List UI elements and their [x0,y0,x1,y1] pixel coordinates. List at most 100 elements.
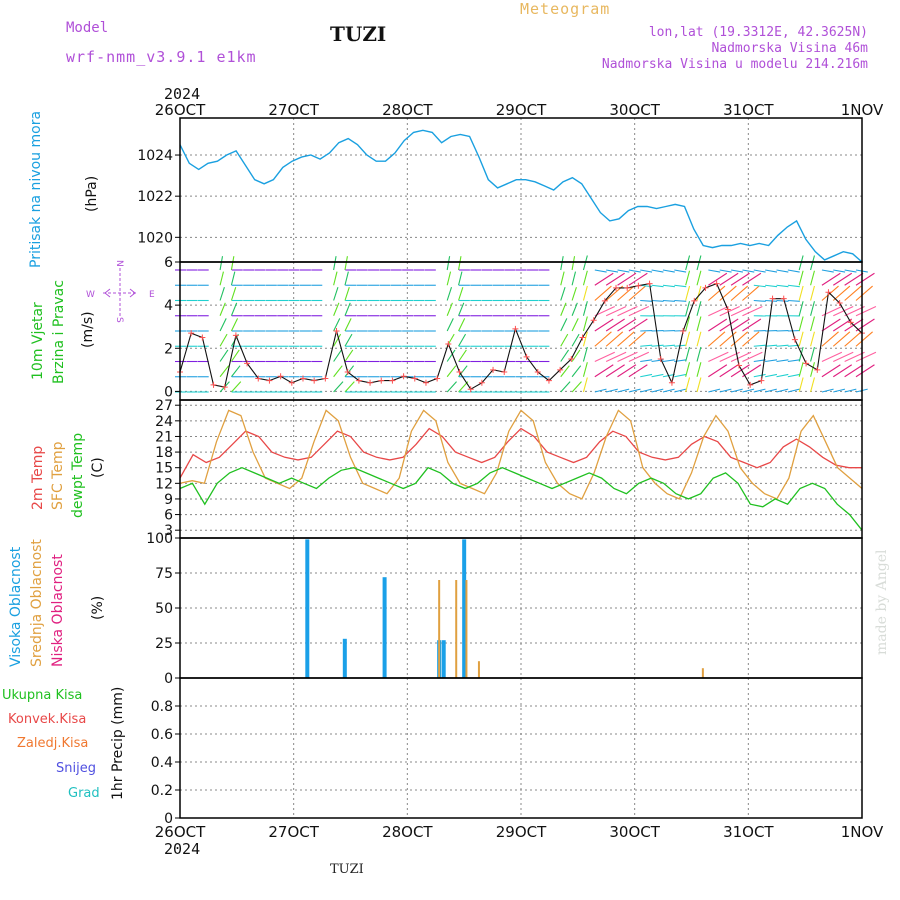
cloud-bar [465,580,468,678]
wind-arrow [582,255,588,271]
compass-e: E [149,290,155,300]
wind-arrow [730,272,750,286]
wind-arrow [719,331,737,347]
wind-arrow [651,388,664,393]
wind-arrow [719,272,739,286]
wind-arrow [344,318,352,332]
x-tick-label-bottom: 28OCT [382,823,433,841]
wind-speed-marker [668,379,675,386]
x-tick-label-top: 30OCT [609,101,660,119]
wind-arrow [571,349,581,362]
wind-speed-marker [791,336,798,343]
wind-arrow [446,365,457,378]
wind-arrow [742,285,760,301]
pressure-y-tick-label: 1020 [137,230,173,246]
wind-speed-marker [680,328,687,334]
wind-speed-marker [501,368,508,375]
compass-s: S [114,317,124,323]
wind-arrow [776,373,789,378]
compass-icon: W E N S [83,258,158,328]
wind-arrow [560,318,568,332]
wind-arrow [674,388,687,393]
wind-arrow [594,272,614,286]
wind-arrow [787,359,800,363]
wind-speed-marker [411,375,418,382]
wind-speed-marker [724,306,731,313]
wind-speed-line [179,282,863,390]
wind-arrow [685,316,691,332]
wind-speed-marker [590,317,597,324]
wind-arrow [810,346,815,362]
compass-w: W [86,290,95,300]
year-top: 2024 [164,85,201,103]
footer-station: TUZI [330,862,364,877]
wind-arrow [446,271,452,286]
wind-arrow [810,316,815,332]
wind-arrow [219,318,227,332]
wind-speed-marker [847,319,854,326]
wind-arrow [855,285,873,301]
wind-arrow [832,285,851,301]
wind-arrow [765,388,777,393]
cloud-y-tick-label: 0 [164,671,173,687]
wind-arrow [458,349,467,362]
wind-speed-marker [333,328,340,334]
wind-arrow [662,359,675,363]
pressure-y-tick-label: 1024 [137,148,173,164]
wind-arrow [594,331,612,347]
wind-arrow [798,377,804,393]
wind-arrow [798,270,804,286]
wind-arrow [617,285,635,301]
temperature-y-tick-label: 12 [155,476,173,492]
wind-speed-marker [344,368,351,375]
x-tick-label-bottom: 31OCT [723,823,774,841]
wind-arrow [594,285,612,301]
wind-arrow [571,271,577,286]
wind-arrow [571,302,578,316]
wind-arrow [640,299,653,302]
model-label: Model [66,20,109,36]
wind-arrow [776,344,789,347]
wind-arrow [582,331,588,347]
wind-arrow [765,359,778,363]
wind-arrow [798,362,804,377]
wind-arrow [753,269,766,273]
legend-zaledj: Zaledj.Kisa [17,736,89,751]
wind-arrow [685,255,691,271]
wind-arrow [742,351,763,362]
wind-speed-marker [288,379,295,386]
wind-arrow [787,299,800,302]
wind-arrow [582,346,588,362]
wind-arrow [833,269,846,273]
wind-arrow [446,381,457,393]
wind-y-tick-label: 6 [164,255,173,271]
wind-speed-marker [277,373,284,380]
wind-arrow [765,284,778,288]
wind-arrow [333,302,340,316]
wind-arrow [674,269,687,273]
wind-arrow [685,362,691,377]
wind-speed-marker [691,297,698,304]
x-tick-label-bottom: 1NOV [841,823,884,841]
wind-arrow [719,269,732,273]
wind-arrow [719,388,732,393]
precip-frame [179,677,863,819]
wind-arrow [844,331,862,347]
wind-speed-marker [613,284,620,291]
wind-arrow [730,351,752,362]
wind-arrow [833,388,846,393]
wind-speed-marker [534,368,541,375]
wind-arrow [617,305,638,317]
temperature-y-tick-label: 6 [164,508,173,524]
wind-arrow [844,364,864,378]
wind-arrow [662,284,675,288]
wind-arrow [230,318,239,332]
temp-sfc-line [179,409,863,500]
wind-speed-marker [825,289,832,296]
wind-y-tick-label: 4 [164,298,173,314]
wind-arrow [821,272,841,286]
wind-arrow [640,373,653,378]
wind-arrow [560,381,571,393]
wind-arrow [730,331,749,347]
wind-arrow [696,331,702,347]
